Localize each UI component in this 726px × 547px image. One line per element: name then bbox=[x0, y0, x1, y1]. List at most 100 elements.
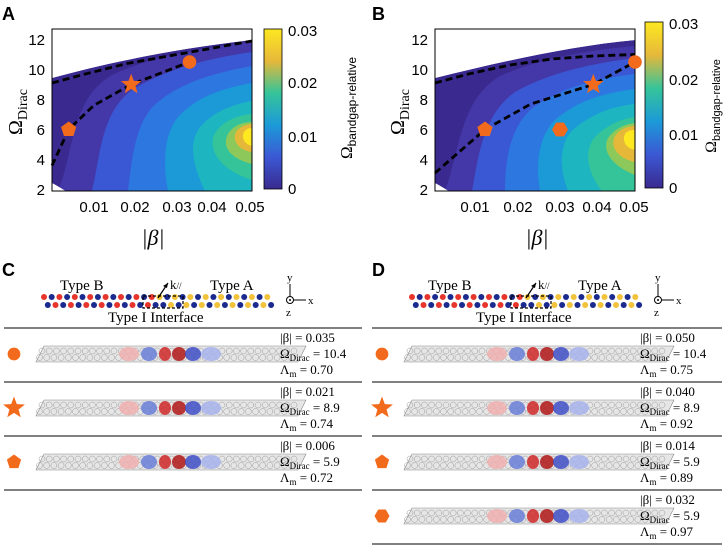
lattice-site bbox=[144, 302, 151, 308]
lattice-site bbox=[597, 302, 604, 308]
ylabel-b-main: Ω bbox=[387, 120, 409, 135]
lattice-cell bbox=[433, 408, 440, 415]
lattice-site bbox=[106, 302, 113, 308]
lattice-cell bbox=[615, 347, 623, 355]
lattice-site bbox=[482, 302, 489, 308]
lattice-site bbox=[628, 302, 635, 308]
field-amplitude-blob bbox=[201, 401, 221, 415]
lattice-cell bbox=[413, 509, 421, 517]
field-amplitude-blob bbox=[553, 401, 569, 415]
lattice-site bbox=[121, 302, 128, 308]
lattice-cell bbox=[428, 401, 435, 409]
lattice-cell bbox=[252, 462, 259, 469]
cbar-a-tick-0: 0 bbox=[288, 181, 296, 198]
lattice-cell bbox=[233, 347, 240, 355]
lattice-cell bbox=[290, 401, 298, 409]
field-amplitude-blob bbox=[487, 509, 507, 523]
lattice-cell bbox=[629, 455, 637, 463]
omega-dirac-value: ΩDirac = 5.9 bbox=[640, 454, 700, 471]
lattice-site bbox=[129, 302, 136, 308]
field-amplitude-blob bbox=[540, 455, 554, 469]
lambda-m-value: Λm = 0.89 bbox=[640, 470, 693, 487]
lattice-site bbox=[409, 294, 415, 300]
lattice-site bbox=[455, 294, 462, 300]
lattice-cell bbox=[605, 462, 613, 469]
lattice-site bbox=[416, 294, 423, 300]
lattice-site bbox=[586, 294, 593, 300]
field-amplitude-blob bbox=[569, 455, 589, 469]
lattice-cell bbox=[464, 509, 471, 517]
schematic-d: Type B Type A k// Type I Interface y x z bbox=[409, 272, 682, 326]
lattice-cell bbox=[440, 354, 447, 361]
colorbar-b bbox=[644, 21, 664, 189]
field-amplitude-blob bbox=[201, 455, 221, 469]
lattice-cell bbox=[471, 509, 479, 517]
lattice-site bbox=[148, 294, 155, 300]
lattice-cell bbox=[605, 408, 613, 415]
xtick-b-005: 0.05 bbox=[619, 199, 648, 216]
lattice-cell bbox=[225, 455, 233, 463]
lattice-cell bbox=[72, 408, 79, 415]
lattice-cell bbox=[658, 401, 666, 409]
lattice-cell bbox=[637, 509, 644, 517]
lattice-cell bbox=[656, 408, 663, 415]
hexagon-marker bbox=[552, 122, 568, 137]
lattice-site bbox=[191, 302, 198, 308]
lattice-site bbox=[206, 302, 213, 308]
lattice-cell bbox=[476, 462, 483, 469]
lattice-cell bbox=[651, 401, 659, 409]
lattice-cell bbox=[413, 347, 421, 355]
lattice-cell bbox=[254, 347, 262, 355]
contour-b-9 bbox=[623, 130, 635, 150]
omega-dirac-value: ΩDirac = 10.4 bbox=[280, 346, 347, 363]
lattice-site bbox=[520, 302, 527, 308]
lattice-cell bbox=[620, 408, 627, 415]
lattice-cell bbox=[79, 462, 86, 469]
lattice-cell bbox=[57, 408, 65, 415]
lattice-cell bbox=[428, 509, 435, 517]
svg-text:Ωbandgap-relative: Ωbandgap-relative bbox=[703, 59, 723, 153]
lattice-site bbox=[505, 302, 512, 308]
lattice-site bbox=[125, 294, 132, 300]
lattice-cell bbox=[471, 347, 479, 355]
lattice-cell bbox=[464, 401, 471, 409]
lattice-cell bbox=[615, 401, 623, 409]
lattice-site bbox=[160, 302, 167, 308]
lattice-site bbox=[589, 302, 596, 308]
lattice-cell bbox=[651, 455, 659, 463]
lattice-cell bbox=[50, 408, 58, 415]
lattice-cell bbox=[89, 401, 96, 409]
lattice-cell bbox=[649, 516, 656, 523]
coord-z-c: z bbox=[286, 307, 291, 319]
lattice-cell bbox=[50, 354, 58, 361]
lattice-cell bbox=[43, 354, 50, 361]
coord-x-d: x bbox=[676, 295, 682, 307]
field-amplitude-blob bbox=[553, 455, 569, 469]
lattice-cell bbox=[613, 354, 620, 361]
lattice-site bbox=[466, 302, 473, 308]
lattice-cell bbox=[433, 354, 440, 361]
lattice-cell bbox=[269, 401, 276, 409]
lattice-cell bbox=[469, 462, 476, 469]
lattice-cell bbox=[233, 401, 240, 409]
lattice-cell bbox=[615, 509, 623, 517]
lattice-cell bbox=[273, 462, 281, 469]
lattice-cell bbox=[273, 354, 281, 361]
lattice-cell bbox=[89, 455, 96, 463]
lattice-cell bbox=[447, 354, 454, 361]
lattice-cell bbox=[101, 354, 108, 361]
lattice-site bbox=[218, 294, 225, 300]
lattice-cell bbox=[658, 455, 666, 463]
lattice-cell bbox=[476, 516, 483, 523]
lattice-cell bbox=[593, 347, 601, 355]
lattice-cell bbox=[461, 462, 469, 469]
xaxis-a: 0.01 0.02 0.03 0.04 0.05 bbox=[79, 199, 264, 216]
lattice-cell bbox=[649, 408, 656, 415]
lattice-cell bbox=[428, 455, 435, 463]
cbar-b-tick-002: 0.02 bbox=[669, 72, 698, 89]
ytick-a-6: 6 bbox=[37, 122, 45, 139]
lattice-site bbox=[593, 294, 600, 300]
lattice-site bbox=[75, 302, 82, 308]
